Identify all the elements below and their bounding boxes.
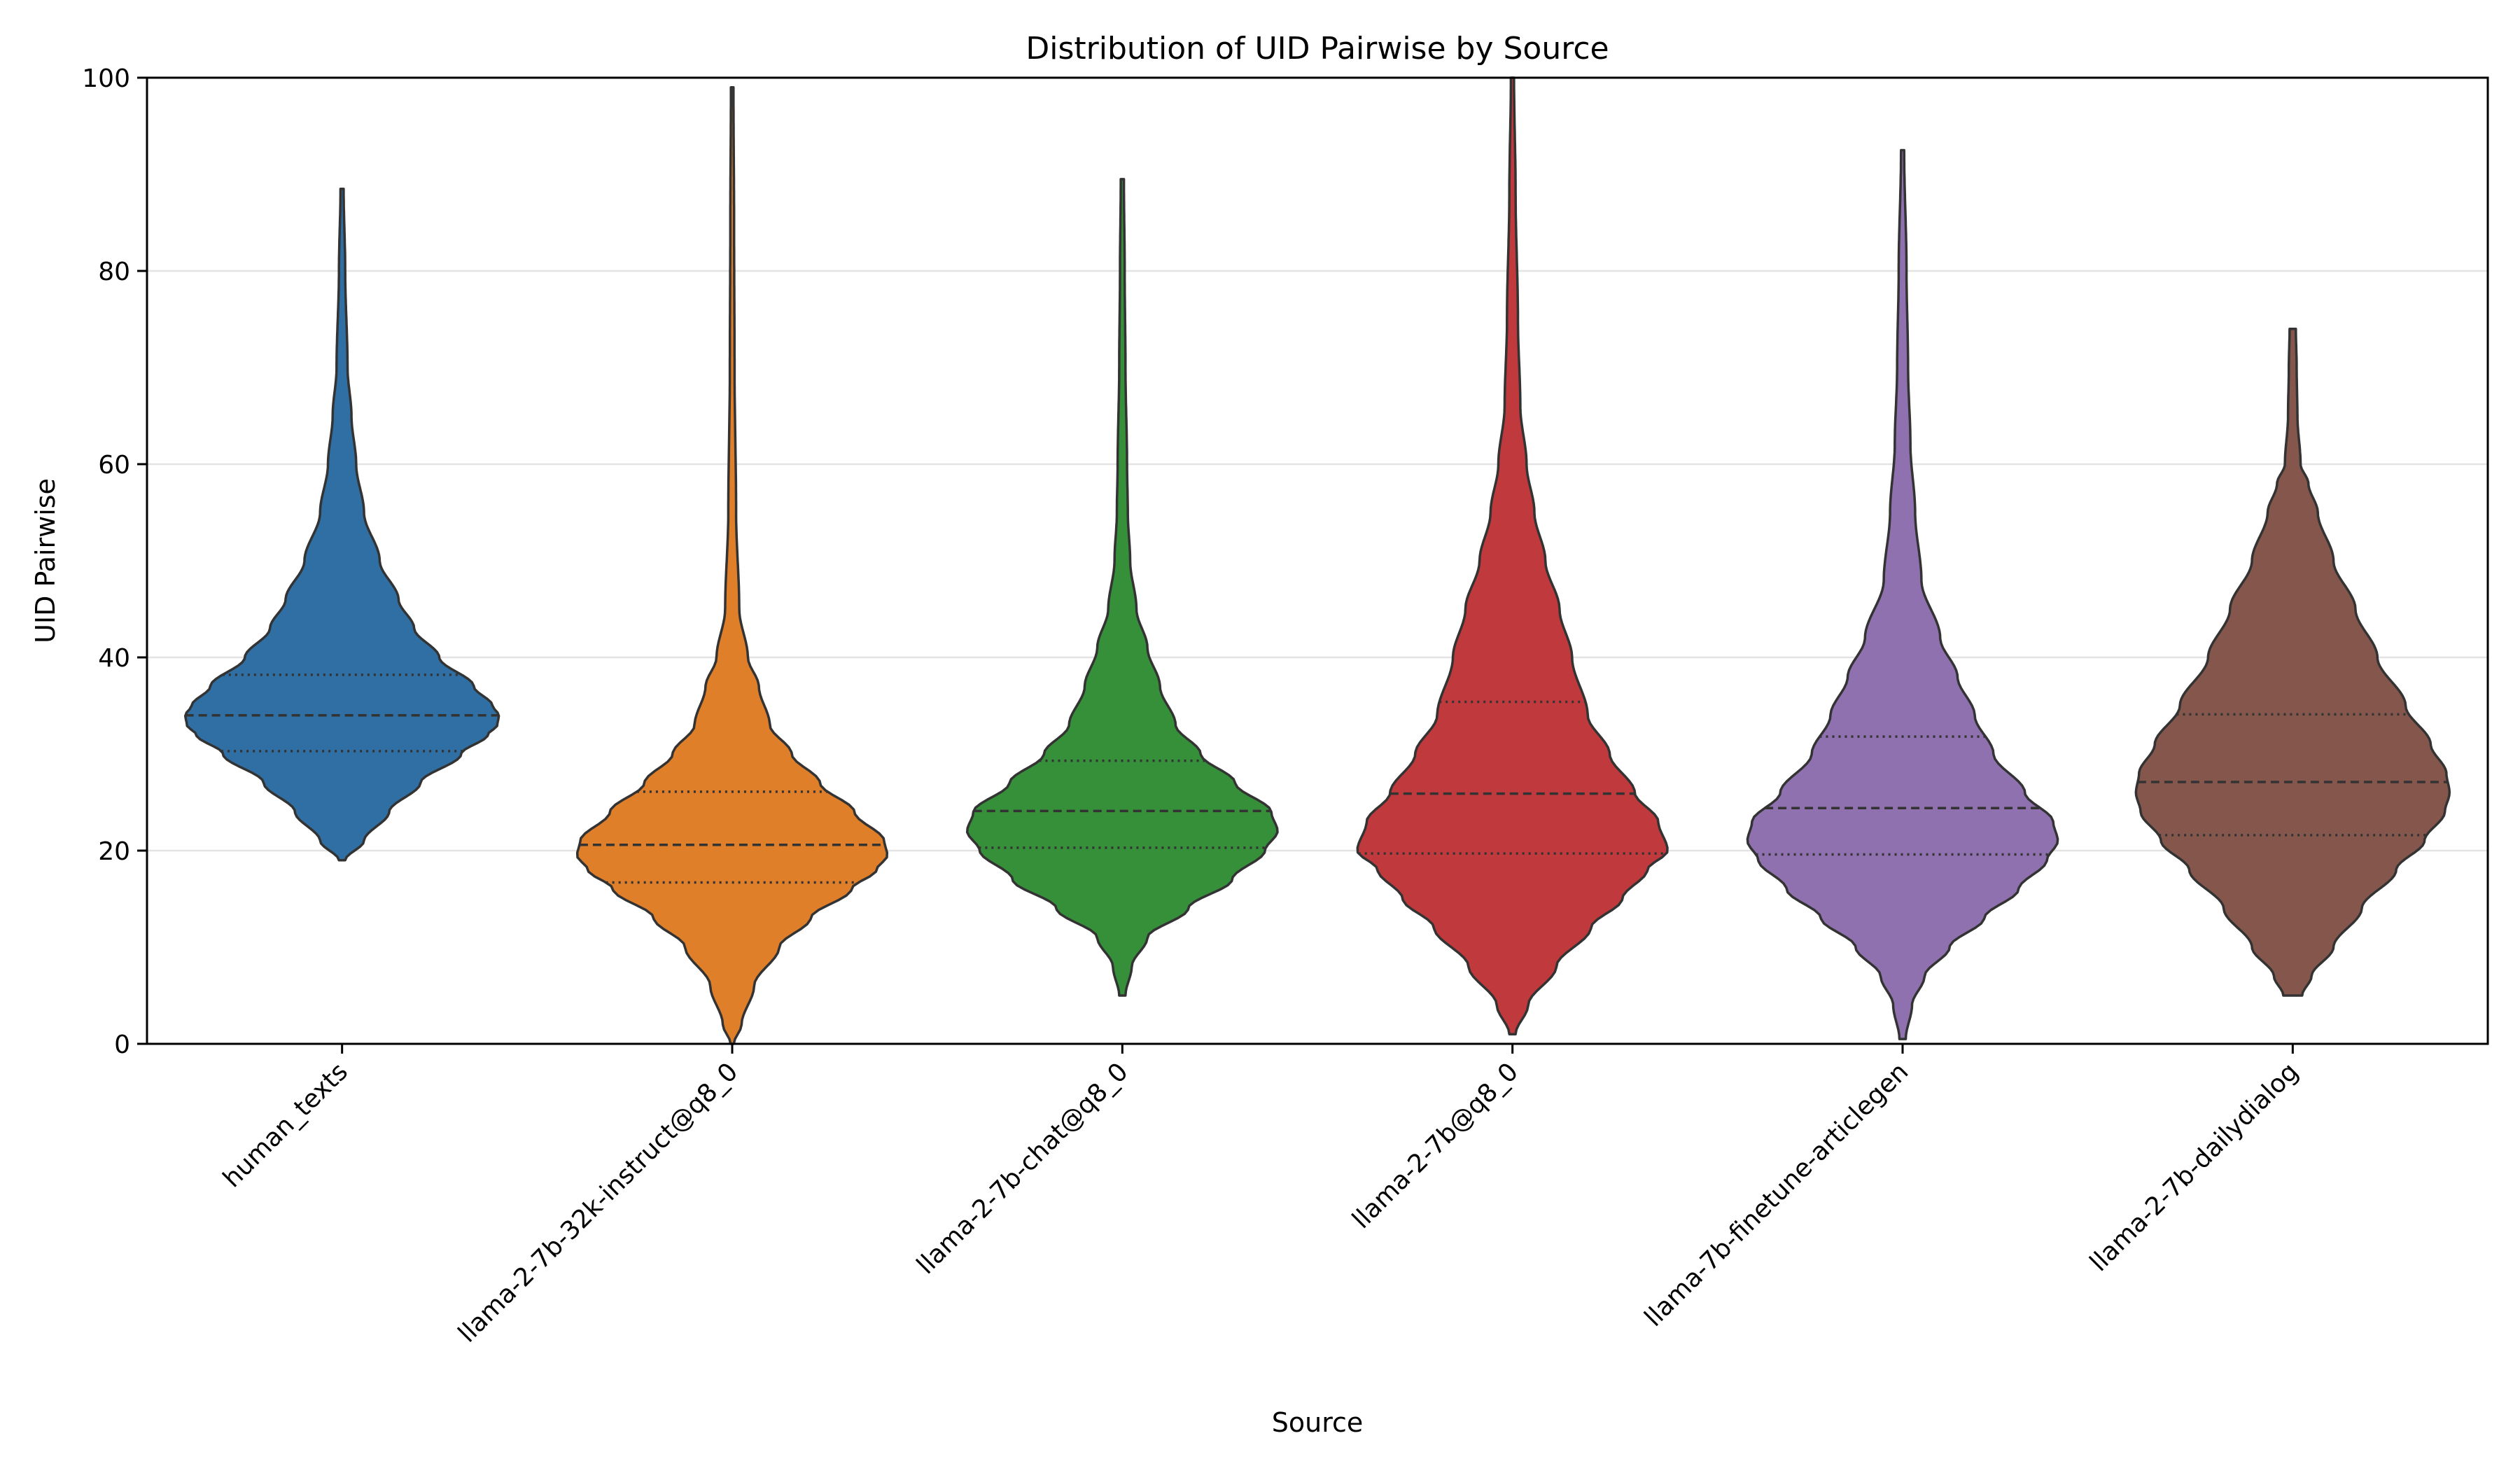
violins bbox=[183, 76, 2451, 1045]
y-tick-label: 60 bbox=[98, 451, 130, 480]
y-axis: 0 20 40 60 80 100 bbox=[82, 64, 147, 1059]
violin-body bbox=[965, 178, 1279, 997]
violin-body bbox=[1746, 148, 2059, 1040]
y-tick-label: 100 bbox=[82, 64, 130, 93]
violin-6 bbox=[2134, 328, 2451, 997]
grid-lines bbox=[147, 270, 2488, 852]
violin-body bbox=[575, 86, 889, 1045]
violin-1 bbox=[183, 187, 500, 862]
violin-5 bbox=[1746, 148, 2059, 1040]
chart-title: Distribution of UID Pairwise by Source bbox=[1026, 31, 1609, 67]
y-tick-label: 80 bbox=[98, 258, 130, 286]
y-axis-label: UID Pairwise bbox=[30, 478, 61, 643]
violin-3 bbox=[965, 178, 1279, 997]
y-tick-label: 20 bbox=[98, 837, 130, 866]
plot-frame bbox=[146, 76, 2489, 1045]
violin-body bbox=[183, 187, 500, 862]
violin-body bbox=[2134, 328, 2451, 997]
violin-2 bbox=[575, 86, 889, 1045]
x-axis-label: Source bbox=[1272, 1407, 1364, 1438]
y-tick-label: 0 bbox=[114, 1031, 130, 1059]
y-tick-label: 40 bbox=[98, 644, 130, 673]
